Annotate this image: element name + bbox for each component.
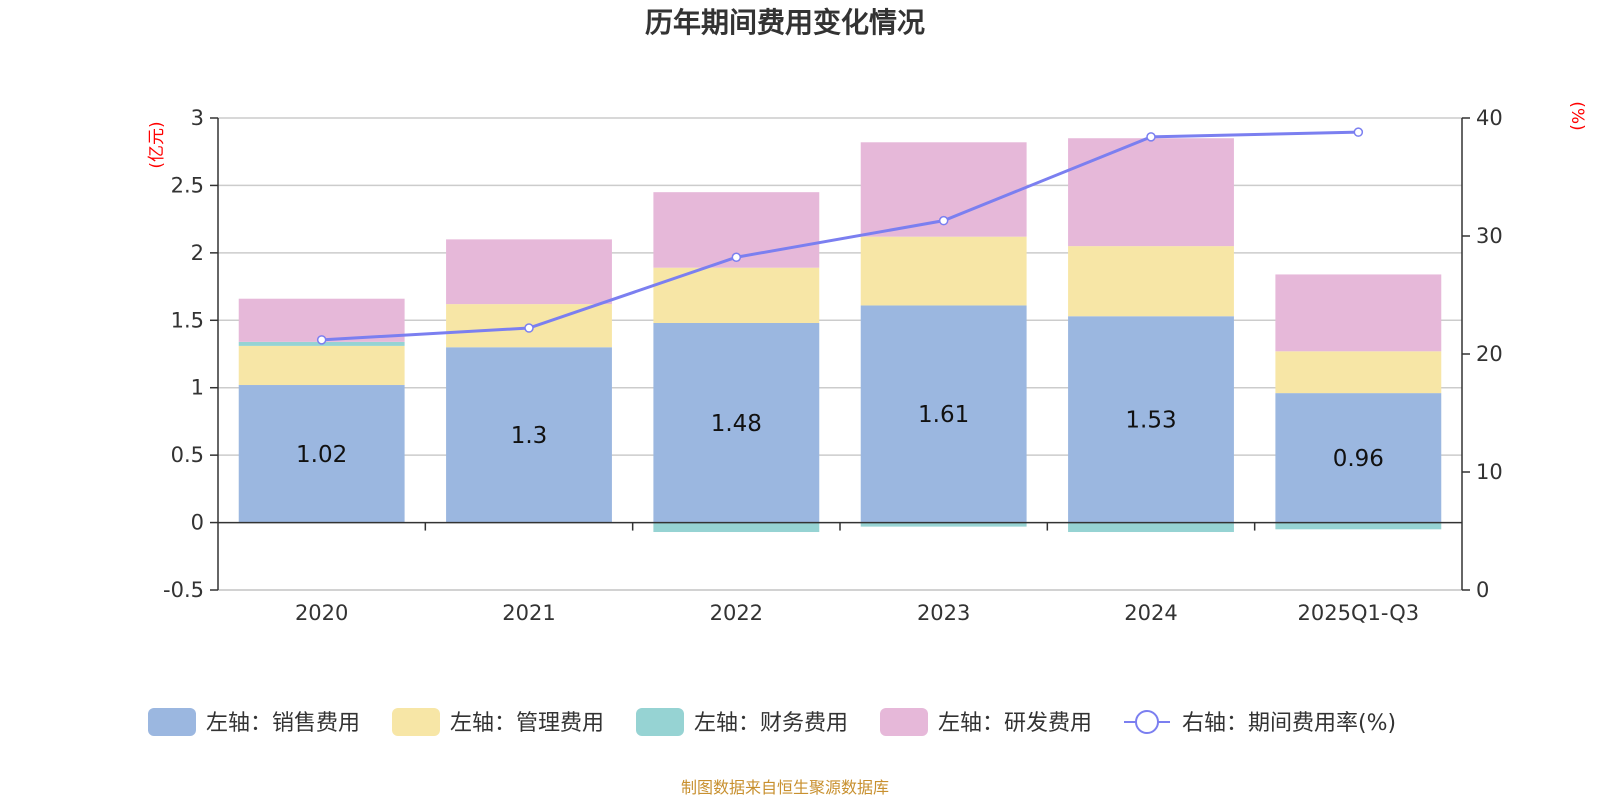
rate-point	[1353, 127, 1364, 137]
bar-segment	[1068, 246, 1234, 317]
gridlines	[218, 117, 1462, 591]
legend-label: 左轴：销售费用	[206, 711, 360, 736]
legend-label: 左轴：研发费用	[938, 711, 1092, 736]
bar-segment	[860, 522, 1027, 527]
bar-segment	[653, 522, 820, 533]
bars	[238, 138, 1442, 533]
bar-segment	[860, 305, 1027, 523]
bar-segment	[1068, 138, 1234, 247]
rate-point	[316, 335, 327, 345]
bar-segment	[238, 385, 405, 523]
bar-segment	[1068, 522, 1234, 533]
x-axis-tick-label: 2021	[502, 601, 555, 625]
data-label: 1.53	[1125, 407, 1176, 433]
bar-segment	[1275, 351, 1442, 394]
left-axis-tick-label: -0.5	[163, 578, 204, 602]
rate-point	[938, 215, 949, 226]
source-note: 制图数据来自恒生聚源数据库	[681, 778, 889, 797]
right-axis-tick-label: 10	[1476, 460, 1503, 484]
legend-label: 左轴：管理费用	[450, 711, 604, 736]
x-axis-tick-label: 2023	[917, 601, 970, 625]
data-label: 1.3	[511, 423, 548, 449]
right-axis-unit: (%)	[1567, 101, 1587, 130]
data-labels: 1.02 1.3 1.48 1.61 1.53 0.96	[296, 402, 1384, 472]
legend-marker	[1135, 710, 1159, 734]
right-axis-tick-label: 40	[1476, 106, 1503, 130]
rate-point	[731, 252, 742, 262]
bar-segment	[1275, 393, 1442, 523]
right-axis-tick-label: 20	[1476, 342, 1503, 366]
data-label: 0.96	[1333, 446, 1384, 472]
bar-segment	[238, 345, 405, 386]
legend-label: 右轴：期间费用率(%)	[1182, 711, 1396, 736]
bar-segment	[446, 347, 612, 523]
bar-segment	[860, 236, 1027, 306]
bar-segment	[1068, 316, 1234, 523]
left-axis-tick-label: 1.5	[171, 308, 204, 332]
legend-swatch	[880, 708, 928, 736]
left-axis-tick-label: 2.5	[171, 173, 204, 197]
x-axis-tick-label: 2022	[710, 601, 763, 625]
bar-segment	[653, 322, 820, 523]
rate-point	[1146, 132, 1156, 142]
x-axis-tick-label: 2024	[1124, 601, 1177, 625]
left-axis-tick-label: 3	[191, 106, 204, 130]
x-axis-tick-label: 2020	[295, 601, 348, 625]
legend-swatch	[148, 708, 196, 736]
rate-line	[316, 127, 1364, 345]
left-axis-tick-label: 0	[191, 511, 204, 535]
legend: 左轴：销售费用 左轴：管理费用 左轴：财务费用 左轴：研发费用 右轴：期间费用率(%)	[148, 708, 1396, 736]
legend-swatch	[636, 708, 684, 736]
chart-title: 历年期间费用变化情况	[645, 6, 925, 39]
right-axis-tick-label: 30	[1476, 224, 1503, 248]
data-label: 1.61	[918, 402, 969, 428]
x-axis-tick-label: 2025Q1-Q3	[1298, 601, 1420, 625]
left-axis-tick-label: 2	[191, 241, 204, 265]
data-label: 1.48	[711, 411, 762, 437]
legend-swatch	[392, 708, 440, 736]
data-label: 1.02	[296, 442, 347, 468]
bar-segment	[1275, 274, 1442, 352]
left-axis-tick-label: 0.5	[171, 443, 204, 467]
bar-segment	[238, 298, 405, 342]
bar-segment	[1275, 522, 1442, 530]
left-axis-tick-label: 1	[191, 376, 204, 400]
rate-point	[524, 323, 534, 333]
rate-polyline	[321, 130, 1359, 342]
left-axis-unit: (亿元)	[147, 121, 167, 168]
bar-segment	[446, 239, 612, 305]
right-axis-tick-label: 0	[1476, 578, 1489, 602]
legend-label: 左轴：财务费用	[694, 711, 848, 736]
